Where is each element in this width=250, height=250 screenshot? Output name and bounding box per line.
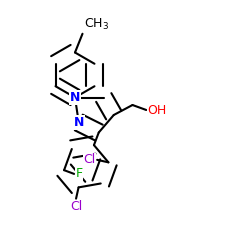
Text: F: F (75, 168, 82, 180)
Text: OH: OH (148, 104, 167, 117)
Text: Cl: Cl (84, 153, 96, 166)
Text: CH$_3$: CH$_3$ (84, 17, 109, 32)
Text: N: N (74, 116, 84, 129)
Text: N: N (70, 91, 80, 104)
Text: Cl: Cl (70, 200, 82, 213)
